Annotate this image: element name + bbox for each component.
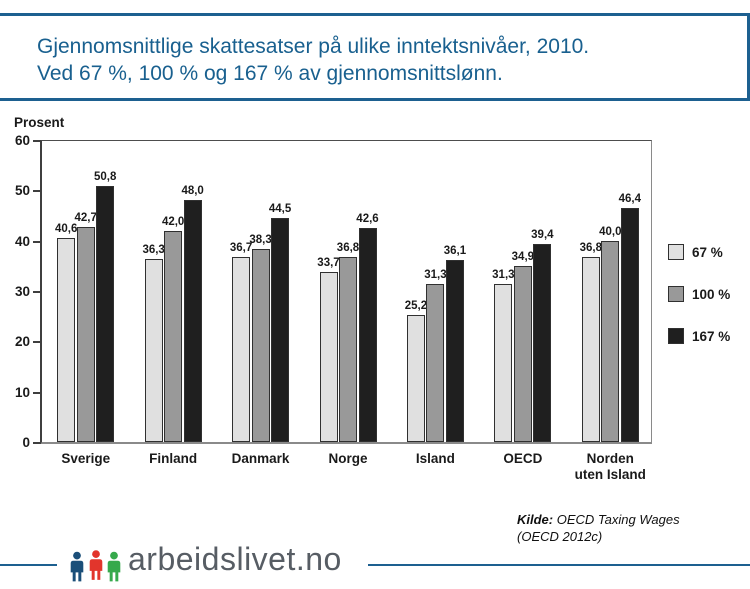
bar-norden-uten-island-67%: [581, 256, 600, 442]
bar-island-167%: [445, 260, 464, 442]
bar-danmark-67%: [232, 257, 251, 442]
y-tick-label: 30: [14, 284, 30, 299]
bar-value-label: 39,4: [531, 228, 554, 241]
title-box: Gjennomsnittlige skattesatser på ulike i…: [0, 13, 750, 101]
bar-value-label: 36,7: [229, 242, 253, 255]
bar-value-label: 48,0: [181, 185, 204, 198]
y-tick-label: 20: [14, 334, 30, 350]
bar-value-label: 40,6: [55, 222, 78, 235]
legend-swatch: [668, 328, 684, 344]
source-line1: Kilde: OECD Taxing Wages: [517, 511, 680, 528]
legend-item: 67 %: [668, 244, 730, 260]
bar-island-67%: [406, 315, 425, 442]
bar-norge-167%: [358, 227, 377, 442]
x-category-label: Danmark: [231, 451, 290, 466]
bar-oecd-100%: [513, 266, 532, 442]
bar-value-label: 33,7: [317, 257, 340, 270]
bar-value-label: 31,3: [492, 269, 515, 282]
y-tick-mark: [33, 291, 41, 293]
bar-norge-100%: [339, 256, 357, 442]
x-category-label: Sverige: [61, 451, 111, 466]
bar-finland-100%: [164, 230, 183, 442]
bar-island-100%: [426, 284, 445, 442]
bar-norden-uten-island-100%: [601, 240, 620, 442]
bar-oecd-67%: [494, 284, 513, 442]
legend-label: 100 %: [692, 286, 731, 302]
bar-value-label: 31,3: [424, 269, 447, 282]
bar-value-label: 44,5: [268, 203, 292, 216]
bar-value-label: 42,7: [74, 212, 97, 225]
legend: 67 % 100 % 167 %: [668, 244, 730, 370]
y-tick-mark: [33, 341, 41, 344]
bar-value-label: 25,2: [404, 300, 428, 313]
bar-danmark-167%: [271, 218, 290, 442]
chart-title-line1: Gjennomsnittlige skattesatser på ulike i…: [37, 35, 590, 58]
y-tick-mark: [33, 190, 41, 193]
bar-value-label: 40,0: [599, 225, 622, 238]
source-line2: (OECD 2012c): [517, 529, 603, 544]
chart-title-line2: Ved 67 %, 100 % og 167 % av gjennomsnitt…: [37, 62, 503, 85]
arbeidslivet-logo: [68, 546, 124, 585]
y-tick-mark: [33, 391, 41, 394]
y-tick-mark: [33, 140, 41, 142]
bar-value-label: 42,6: [356, 212, 379, 225]
bar-finland-167%: [183, 200, 202, 442]
x-category-label: Island: [415, 451, 455, 466]
legend-swatch: [668, 286, 684, 302]
bar-sverige-67%: [57, 237, 76, 442]
y-tick-label: 60: [14, 133, 30, 148]
bar-norge-67%: [319, 272, 338, 442]
legend-item: 167 %: [668, 328, 730, 344]
logo-people-icon: [68, 546, 124, 585]
legend-label: 167 %: [692, 328, 731, 344]
x-category-label: OECD: [503, 451, 543, 466]
y-tick-label: 0: [22, 435, 30, 450]
y-axis-title: Prosent: [14, 115, 65, 130]
bar-value-label: 42,0: [161, 215, 185, 228]
bar-norden-uten-island-167%: [620, 208, 639, 442]
legend-item: 100 %: [668, 286, 730, 302]
footer-rule-right: [368, 564, 750, 566]
source-note: Kilde: OECD Taxing Wages (OECD 2012c): [517, 511, 680, 545]
bar-finland-67%: [144, 259, 163, 442]
y-tick-mark: [33, 240, 41, 243]
bar-value-label: 34,9: [511, 251, 535, 264]
logo-text: arbeidslivet.no: [128, 541, 342, 577]
x-category-label: Norge: [328, 451, 368, 466]
bar-value-label: 36,1: [443, 245, 467, 258]
footer-rule-left: [0, 564, 57, 566]
source-text: OECD Taxing Wages: [556, 512, 680, 527]
plot-area: 0 10 20 30 40 50 60 40,6 36,3 36,7 33,7 25,2 31,3 36,…: [15, 133, 652, 482]
y-tick-label: 40: [14, 233, 30, 249]
bar-value-label: 36,3: [142, 244, 165, 257]
y-tick-mark: [33, 442, 41, 444]
x-category-label: Norden uten Island: [574, 451, 646, 482]
bar-danmark-100%: [251, 249, 270, 442]
legend-swatch: [668, 244, 684, 260]
bar-sverige-100%: [76, 227, 95, 442]
bar-value-label: 36,8: [579, 241, 602, 254]
bar-value-label: 38,3: [249, 234, 272, 247]
y-tick-label: 10: [14, 384, 30, 400]
bar-sverige-167%: [96, 186, 115, 442]
y-tick-label: 50: [14, 183, 30, 199]
bar-value-label: 50,8: [94, 171, 117, 184]
bar-value-label: 46,4: [618, 193, 641, 206]
bar-oecd-167%: [533, 243, 552, 442]
x-category-label: Finland: [149, 451, 198, 466]
bar-value-label: 36,8: [336, 241, 360, 254]
legend-label: 67 %: [692, 244, 723, 260]
source-label: Kilde:: [517, 512, 554, 527]
